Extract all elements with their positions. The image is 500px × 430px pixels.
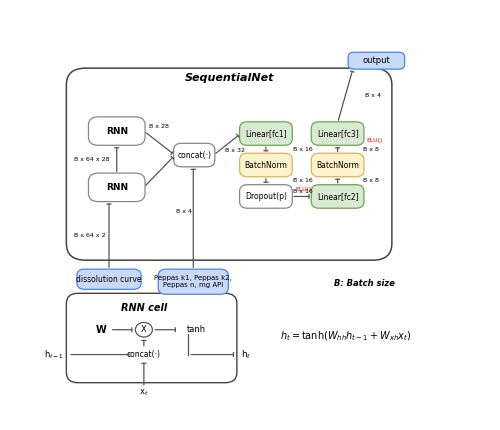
- Text: dissolution curve: dissolution curve: [76, 275, 142, 284]
- Text: Linear[fc2]: Linear[fc2]: [317, 192, 358, 201]
- Text: x$_t$: x$_t$: [139, 387, 148, 398]
- Text: Peppas k1, Peppas k2,
Peppas n, mg API: Peppas k1, Peppas k2, Peppas n, mg API: [154, 275, 232, 288]
- Text: ELU(): ELU(): [366, 138, 383, 144]
- Text: h$_t$: h$_t$: [241, 348, 251, 361]
- Text: B x 28: B x 28: [150, 123, 170, 129]
- FancyBboxPatch shape: [158, 269, 228, 294]
- FancyBboxPatch shape: [312, 185, 364, 208]
- Text: Dropout(p): Dropout(p): [245, 192, 287, 201]
- Text: B: Batch size: B: Batch size: [334, 279, 394, 288]
- Text: RNN cell: RNN cell: [121, 303, 167, 313]
- FancyBboxPatch shape: [174, 143, 215, 167]
- Text: B x 16: B x 16: [293, 178, 313, 183]
- Text: BatchNorm: BatchNorm: [316, 160, 359, 169]
- FancyBboxPatch shape: [240, 153, 292, 177]
- Text: B x 4: B x 4: [176, 209, 192, 214]
- FancyBboxPatch shape: [240, 185, 292, 208]
- Text: RNN: RNN: [106, 126, 128, 135]
- Text: concat(·): concat(·): [177, 150, 211, 160]
- Text: B x 4: B x 4: [365, 93, 381, 98]
- Circle shape: [136, 322, 152, 337]
- Text: RNN: RNN: [106, 183, 128, 192]
- Text: ELU(): ELU(): [295, 187, 312, 191]
- FancyBboxPatch shape: [348, 52, 405, 69]
- Text: $h_t = \tanh(W_{hh}h_{t-1} + W_{xh}x_t)$: $h_t = \tanh(W_{hh}h_{t-1} + W_{xh}x_t)$: [280, 329, 411, 343]
- Text: B x 16: B x 16: [293, 189, 312, 194]
- Text: B x 64 x 28: B x 64 x 28: [74, 157, 110, 162]
- FancyBboxPatch shape: [312, 153, 364, 177]
- Text: Linear[fc3]: Linear[fc3]: [317, 129, 358, 138]
- Text: B x 64 x 2: B x 64 x 2: [74, 233, 106, 238]
- Text: BatchNorm: BatchNorm: [244, 160, 288, 169]
- Text: X: X: [141, 325, 147, 334]
- Text: output: output: [362, 56, 390, 65]
- Text: B x 8: B x 8: [363, 178, 378, 183]
- Text: B x 16: B x 16: [293, 147, 313, 152]
- FancyBboxPatch shape: [66, 293, 237, 383]
- Text: Linear[fc1]: Linear[fc1]: [245, 129, 287, 138]
- FancyBboxPatch shape: [88, 117, 145, 145]
- Text: B x 8: B x 8: [363, 147, 378, 152]
- FancyBboxPatch shape: [77, 269, 141, 289]
- Text: SequentialNet: SequentialNet: [184, 73, 274, 83]
- Text: tanh: tanh: [186, 325, 206, 334]
- Text: concat(·): concat(·): [127, 350, 161, 359]
- FancyBboxPatch shape: [312, 122, 364, 145]
- Text: W: W: [96, 325, 106, 335]
- FancyBboxPatch shape: [88, 173, 145, 202]
- Text: B x 32: B x 32: [225, 147, 245, 153]
- FancyBboxPatch shape: [240, 122, 292, 145]
- FancyBboxPatch shape: [66, 68, 392, 260]
- Text: h$_{t-1}$: h$_{t-1}$: [44, 348, 64, 361]
